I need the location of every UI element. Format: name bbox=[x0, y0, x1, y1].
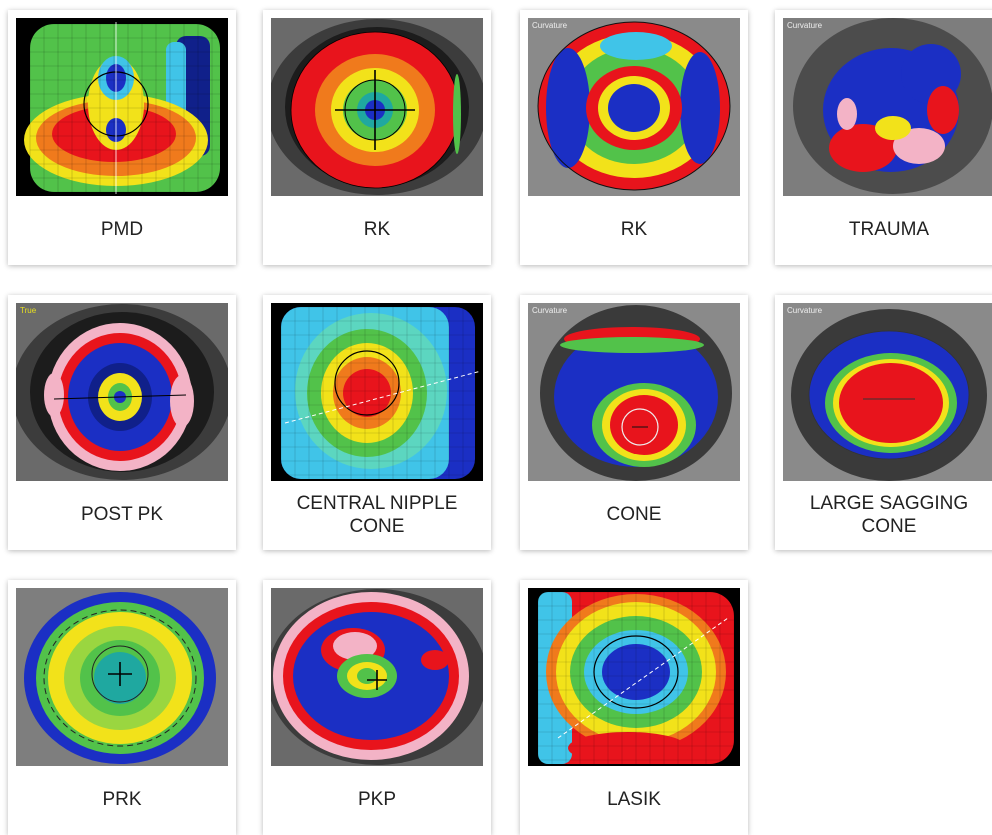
topography-card: Curvature TRAUMA bbox=[775, 10, 992, 265]
topography-map-image bbox=[528, 588, 740, 766]
topography-card: PRK bbox=[8, 580, 236, 835]
topography-card: True POST PK bbox=[8, 295, 236, 550]
topography-map bbox=[271, 18, 483, 196]
topography-card: PKP bbox=[263, 580, 491, 835]
topography-caption: LARGE SAGGING CONE bbox=[809, 492, 969, 537]
topography-map bbox=[271, 588, 483, 766]
topography-caption: PRK bbox=[102, 789, 142, 810]
topography-map-image bbox=[16, 588, 228, 766]
topography-card: RK bbox=[263, 10, 491, 265]
topography-map-image bbox=[271, 303, 483, 481]
topography-map bbox=[16, 18, 228, 196]
topography-map-image bbox=[16, 18, 228, 196]
topography-caption: TRAUMA bbox=[848, 219, 930, 240]
map-corner-label: Curvature bbox=[787, 306, 823, 315]
topography-caption: RK bbox=[620, 219, 648, 240]
topography-map: Curvature bbox=[783, 303, 992, 481]
topography-caption: CENTRAL NIPPLE CONE bbox=[296, 492, 458, 537]
topography-map: True bbox=[16, 303, 228, 481]
topography-card: Curvature CONE bbox=[520, 295, 748, 550]
map-corner-label: Curvature bbox=[532, 21, 568, 30]
topography-map: Curvature bbox=[528, 18, 740, 196]
topography-map: Curvature bbox=[783, 18, 992, 196]
topography-map bbox=[528, 588, 740, 766]
topography-map-image: Curvature bbox=[783, 18, 992, 196]
topography-map bbox=[271, 303, 483, 481]
topography-caption: PKP bbox=[357, 789, 397, 810]
map-corner-label: Curvature bbox=[532, 306, 568, 315]
topography-caption: CONE bbox=[606, 504, 662, 525]
topography-caption: LASIK bbox=[607, 789, 661, 810]
topography-card: PMD bbox=[8, 10, 236, 265]
topography-card: CENTRAL NIPPLE CONE bbox=[263, 295, 491, 550]
topography-map-image bbox=[271, 588, 483, 766]
topography-map-image: Curvature bbox=[528, 303, 740, 481]
topography-map: Curvature bbox=[528, 303, 740, 481]
topography-caption: PMD bbox=[100, 219, 144, 240]
topography-card: LASIK bbox=[520, 580, 748, 835]
topography-map-image: Curvature bbox=[783, 303, 992, 481]
topography-caption: POST PK bbox=[80, 504, 163, 525]
topography-caption: RK bbox=[363, 219, 391, 240]
topography-card: Curvature LARGE SAGGING CONE bbox=[775, 295, 992, 550]
topography-map bbox=[16, 588, 228, 766]
map-corner-label: True bbox=[20, 306, 37, 315]
map-corner-label: Curvature bbox=[787, 21, 823, 30]
topography-map-image: True bbox=[16, 303, 228, 481]
topography-card: Curvature RK bbox=[520, 10, 748, 265]
topography-map-image bbox=[271, 18, 483, 196]
topography-map-image: Curvature bbox=[528, 18, 740, 196]
